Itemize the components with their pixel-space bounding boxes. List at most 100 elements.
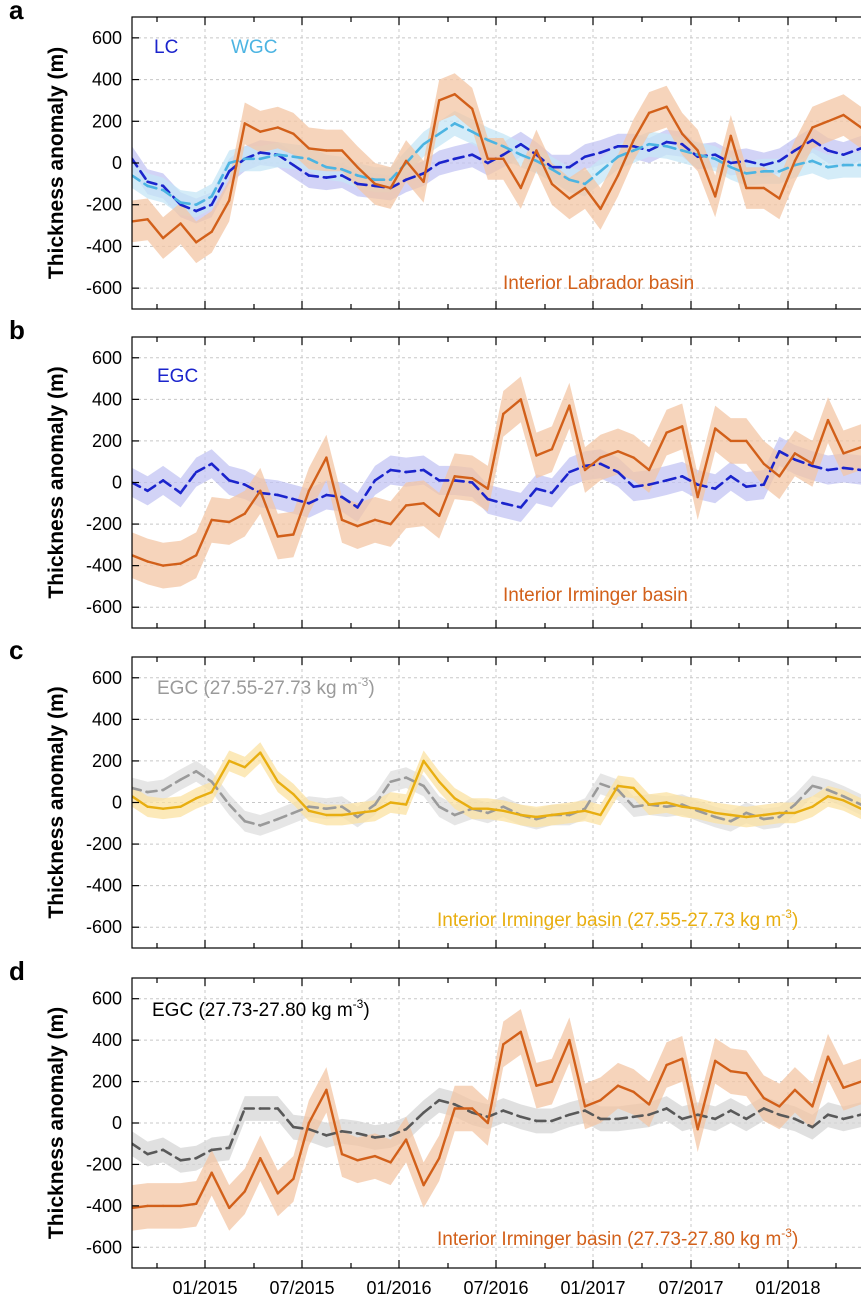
series-segment (179, 554, 198, 565)
series-segment (778, 149, 797, 163)
panel-d: 600 400 200 0 -200 -400 -600 d Thickness anomaly… (9, 956, 861, 1269)
series-segment (568, 1038, 587, 1108)
y-tick-label: -200 (86, 834, 122, 854)
series-segment (632, 483, 651, 489)
y-tick-label: 400 (92, 709, 122, 729)
series-segment (647, 105, 668, 115)
legend-egc-d: EGC (27.73-27.80 kg m-3) (152, 997, 370, 1021)
series-segment (471, 1107, 489, 1125)
plot-area-d (132, 1009, 861, 1231)
annotation-text: ) (368, 678, 374, 699)
panel-letter-a: a (9, 0, 24, 25)
series-segment (680, 1113, 700, 1121)
series-segment (502, 1030, 522, 1046)
series-segment (599, 155, 620, 173)
annotation-superscript: -3 (358, 675, 369, 689)
series-segment (259, 751, 279, 783)
series-segment (696, 427, 717, 499)
series-segment (665, 145, 684, 152)
series-segment (404, 759, 425, 806)
panel-letter-c: c (9, 635, 23, 665)
series-segment (194, 1148, 213, 1160)
panel-b: 600 400 200 0 -200 -400 -600 b Thickness anomaly… (9, 315, 861, 629)
series-segment (210, 161, 231, 198)
series-segment (404, 502, 425, 507)
series-segment (307, 493, 328, 505)
series-segment (194, 203, 213, 213)
y-tick-label: 400 (92, 1030, 122, 1050)
series-segment (647, 431, 668, 472)
y-tick-label: 600 (92, 348, 122, 368)
series-segment (486, 807, 505, 812)
series-a-1 (132, 122, 861, 206)
series-segment (404, 142, 425, 165)
series-segment (325, 493, 344, 499)
series-segment (583, 782, 602, 811)
series-segment (179, 203, 198, 213)
series-segment (502, 398, 522, 416)
series-segment (340, 518, 359, 528)
series-segment (161, 188, 182, 204)
series-segment (356, 479, 377, 509)
series-segment (325, 1088, 344, 1156)
x-tick-label: 01/2015 (172, 1278, 237, 1298)
series-segment (550, 168, 571, 181)
series-band-a-2 (132, 73, 861, 264)
series-segment (745, 439, 765, 465)
y-tick-label: 600 (92, 28, 122, 48)
series-segment (258, 491, 280, 497)
series-segment (632, 456, 651, 472)
series-segment (340, 805, 359, 819)
series-segment (453, 122, 474, 133)
series-segment (340, 1152, 359, 1162)
series-segment (132, 174, 149, 188)
series-segment (470, 153, 490, 165)
series-segment (194, 518, 213, 557)
series-segment (696, 149, 717, 198)
series-segment (389, 776, 408, 784)
series-segment (146, 180, 165, 188)
series-segment (762, 1107, 781, 1116)
series-segment (340, 811, 359, 817)
series-segment (438, 92, 456, 102)
series-segment (811, 138, 830, 152)
series-segment (714, 811, 732, 817)
series-segment (744, 170, 766, 175)
series-segment (550, 182, 571, 200)
series-segment (422, 759, 441, 783)
series-a-2 (132, 92, 861, 244)
series-segment (276, 811, 295, 821)
series-segment (583, 170, 602, 186)
series-segment (146, 184, 165, 192)
series-segment (340, 174, 359, 186)
series-segment (194, 1171, 213, 1206)
series-segment (453, 479, 474, 484)
series-segment (307, 805, 328, 811)
series-segment (599, 174, 620, 211)
series-segment (842, 446, 861, 455)
series-segment (502, 157, 522, 190)
series-segment (437, 805, 457, 817)
series-segment (373, 780, 392, 806)
y-tick-label: -600 (86, 278, 122, 298)
series-segment (842, 113, 861, 129)
series-segment (778, 1088, 797, 1108)
series-segment (550, 404, 571, 451)
series-segment (713, 153, 733, 165)
series-segment (568, 155, 587, 169)
series-segment (778, 803, 797, 819)
y-tick-label: 200 (92, 751, 122, 771)
series-segment (422, 468, 441, 482)
legend-egc-c: EGC (27.55-27.73 kg m-3) (157, 675, 375, 699)
y-tick-label: -400 (86, 236, 122, 256)
series-segment (132, 481, 149, 493)
series-segment (194, 230, 213, 244)
series-segment (632, 1090, 651, 1106)
series-segment (356, 1132, 377, 1139)
series-segment (778, 159, 797, 200)
series-segment (132, 1142, 149, 1156)
series-segment (356, 518, 377, 528)
series-segment (373, 1134, 392, 1139)
series-segment (826, 113, 845, 123)
